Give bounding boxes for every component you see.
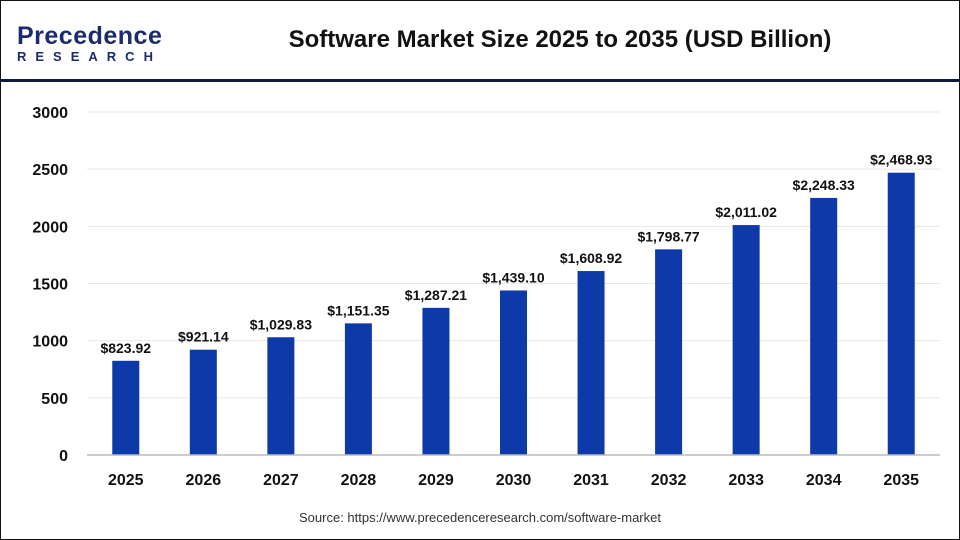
logo-line1: Precedence	[17, 22, 163, 50]
bar	[810, 197, 838, 456]
x-tick-label: 2033	[728, 472, 764, 489]
data-label: $2,011.02	[715, 204, 777, 220]
bar	[732, 225, 760, 455]
x-tick-label: 2029	[418, 472, 454, 489]
x-tick-label: 2027	[263, 472, 299, 489]
data-label: $921.14	[178, 329, 229, 345]
bar	[267, 337, 295, 455]
bar	[189, 349, 217, 455]
data-label: $1,029.83	[250, 316, 312, 332]
data-label: $1,151.35	[327, 302, 389, 318]
x-tick-label: 2032	[651, 472, 687, 489]
x-tick-label: 2031	[573, 472, 609, 489]
y-tick-label: 2500	[32, 162, 68, 179]
logo: Precedence RESEARCH	[17, 22, 162, 64]
data-label: $2,468.93	[870, 152, 932, 168]
x-tick-label: 2026	[186, 472, 222, 489]
bar	[422, 307, 450, 455]
header-divider	[1, 79, 959, 82]
bar	[112, 360, 140, 455]
logo-line2: RESEARCH	[17, 49, 162, 64]
y-tick-label: 500	[41, 391, 68, 408]
bar	[344, 323, 372, 455]
bar	[655, 249, 683, 455]
y-tick-label: 1000	[32, 334, 68, 351]
data-label: $1,439.10	[482, 269, 544, 285]
bar	[577, 271, 605, 455]
x-tick-label: 2034	[806, 472, 842, 489]
x-tick-label: 2025	[108, 472, 144, 489]
y-tick-label: 3000	[32, 105, 68, 122]
data-label: $1,798.77	[637, 228, 699, 244]
data-label: $1,287.21	[405, 287, 467, 303]
x-tick-label: 2030	[496, 472, 532, 489]
y-tick-label: 1500	[32, 277, 68, 294]
chart-title: Software Market Size 2025 to 2035 (USD B…	[288, 26, 832, 53]
y-tick-label: 2000	[32, 219, 68, 236]
data-label: $2,248.33	[793, 177, 855, 193]
data-label: $823.92	[100, 340, 151, 356]
x-tick-label: 2035	[883, 472, 919, 489]
source-note: Source: https://www.precedenceresearch.c…	[299, 510, 661, 525]
y-tick-label: 0	[59, 448, 68, 465]
x-tick-label: 2028	[341, 472, 377, 489]
data-label: $1,608.92	[560, 250, 622, 266]
bar	[887, 172, 915, 456]
bar	[500, 290, 527, 455]
